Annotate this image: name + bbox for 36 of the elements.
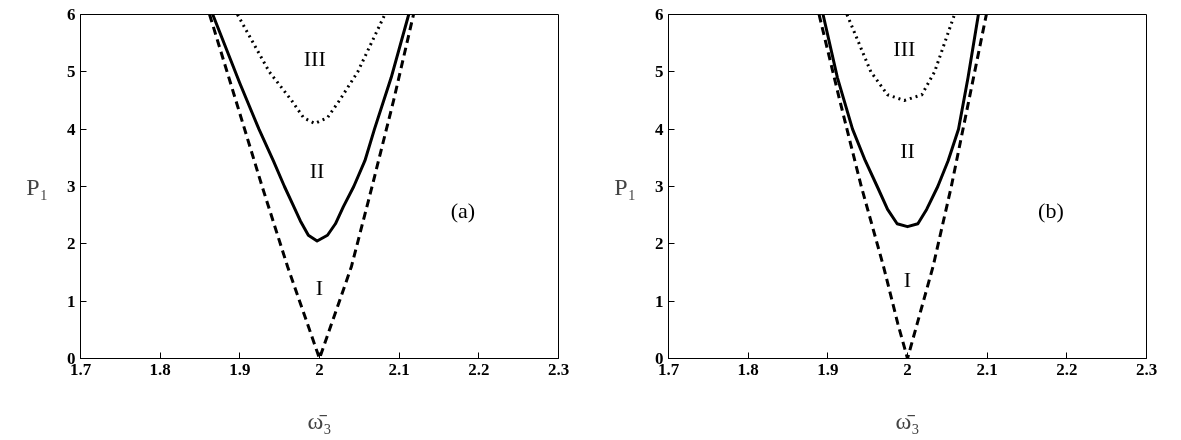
x-tick-label: 2.1 [388,359,410,379]
x-tick-label: 2 [903,359,912,379]
annotation: III [303,45,326,71]
y-tick-label: 2 [67,234,76,254]
x-axis-title: ω̄₃ [307,407,332,434]
x-tick-label: 1.9 [817,359,839,379]
y-axis-title: P₁ [26,173,48,200]
y-tick-label: 3 [67,177,76,196]
x-tick-label: 2 [315,359,324,379]
y-tick-label: 6 [67,5,76,24]
x-tick-label: 1.8 [149,359,171,379]
x-tick-label: 2.3 [1135,359,1158,379]
x-tick-label: 2.2 [1056,359,1078,379]
y-tick-label: 6 [655,5,664,24]
annotation: II [309,157,325,183]
y-tick-label: 4 [655,119,664,139]
annotation: (a) [450,198,476,224]
y-tick-label: 3 [655,177,664,196]
x-tick-label: 1.8 [737,359,759,379]
y-tick-label: 4 [67,119,76,139]
x-tick-label: 2.2 [468,359,490,379]
annotation: (b) [1038,198,1064,224]
y-tick-label: 1 [655,291,664,311]
y-tick-label: 2 [655,234,664,254]
x-axis-title: ω̄₃ [895,407,920,434]
y-axis-title: P₁ [614,173,636,200]
x-tick-label: 2.3 [547,359,570,379]
annotation: III [893,36,916,62]
annotation: II [900,138,915,164]
annotation: I [315,275,324,301]
x-tick-label: 2.1 [976,359,998,379]
x-tick-label: 1.9 [229,359,251,379]
y-tick-label: 5 [67,62,76,82]
annotation: I [903,266,912,292]
y-tick-label: 5 [655,62,664,82]
y-tick-label: 1 [67,291,76,311]
